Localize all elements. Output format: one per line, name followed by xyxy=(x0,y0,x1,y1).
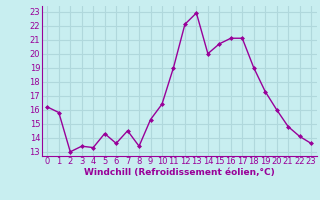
X-axis label: Windchill (Refroidissement éolien,°C): Windchill (Refroidissement éolien,°C) xyxy=(84,168,275,177)
